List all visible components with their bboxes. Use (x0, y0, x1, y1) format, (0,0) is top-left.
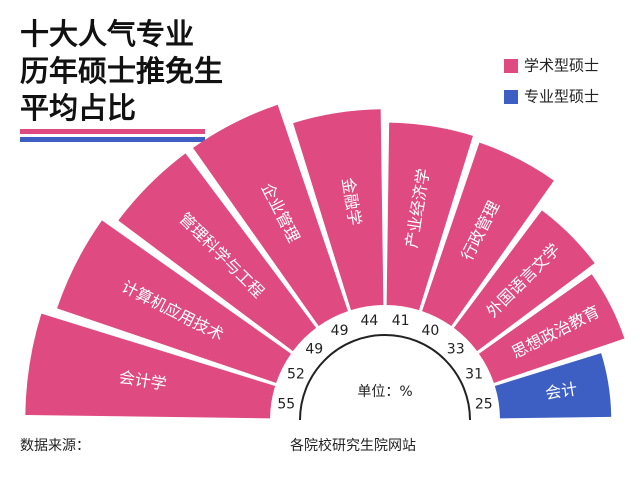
chart-title: 十大人气专业 (20, 17, 194, 51)
legend-label: 专业型硕士 (524, 88, 599, 106)
category-label: 会计 (544, 379, 579, 403)
bar (386, 122, 473, 311)
value-label: 44 (360, 313, 378, 329)
bar (57, 220, 292, 383)
value-label: 52 (287, 367, 305, 383)
source-label: 数据来源： (20, 438, 90, 454)
title-stripe (20, 129, 205, 134)
bar (118, 153, 317, 352)
value-label: 55 (277, 396, 295, 412)
value-label: 25 (475, 396, 493, 412)
chart-title: 历年硕士推免生 (20, 54, 223, 88)
value-label: 31 (465, 367, 483, 383)
legend-swatch (504, 90, 518, 104)
bar (422, 142, 554, 327)
source: 各院校研究生院网站 (290, 437, 416, 454)
bar (193, 104, 348, 327)
value-label: 40 (421, 323, 439, 339)
unit-label: 单位：% (357, 384, 412, 400)
legend-swatch (504, 59, 518, 73)
legend-label: 学术型硕士 (524, 57, 599, 75)
bar (453, 210, 595, 352)
value-label: 49 (331, 323, 349, 339)
value-label: 49 (305, 341, 323, 357)
bar (478, 274, 625, 383)
value-label: 33 (447, 341, 465, 357)
value-label: 41 (392, 313, 410, 329)
bar (293, 109, 384, 311)
title-stripe (20, 137, 205, 142)
chart-title: 平均占比 (20, 91, 136, 125)
inner-arc (299, 334, 471, 421)
bar (494, 353, 612, 419)
bar (25, 313, 276, 419)
